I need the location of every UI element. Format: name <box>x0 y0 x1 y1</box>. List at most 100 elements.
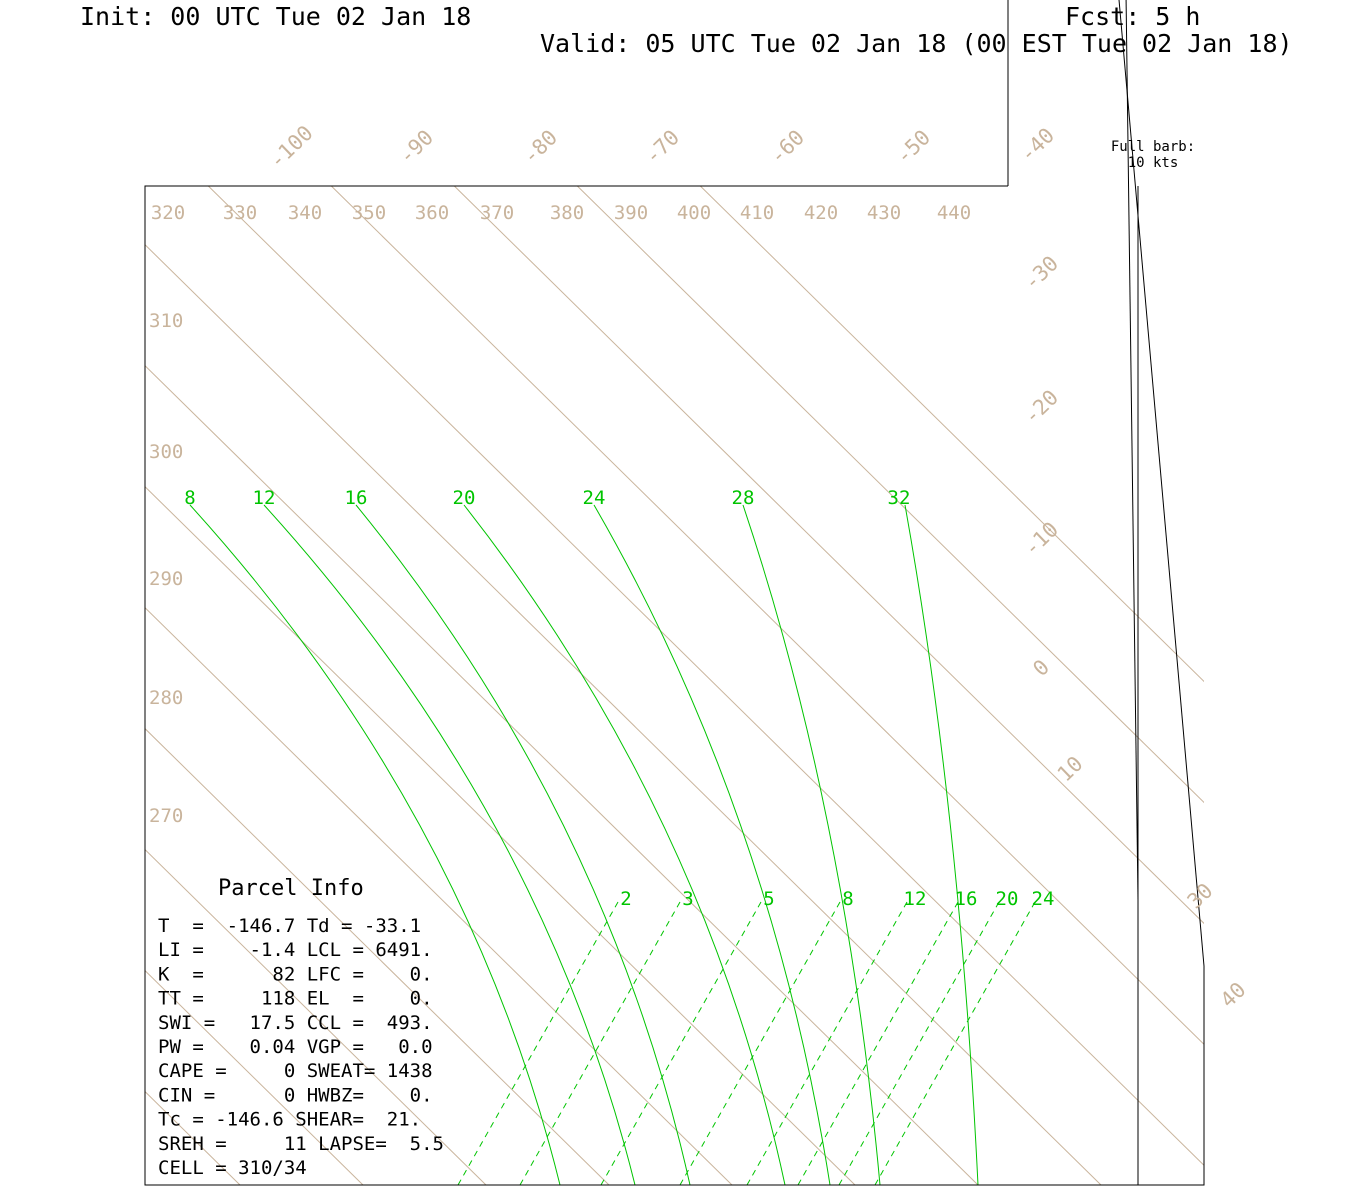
mixing-ratio-label: 16 <box>955 888 978 910</box>
mixing-ratio-line <box>679 901 841 1186</box>
theta-label: 280 <box>149 687 183 709</box>
init-time-label: Init: 00 UTC Tue 02 Jan 18 <box>80 2 471 31</box>
theta-label: 350 <box>352 202 386 224</box>
theta-label: 440 <box>937 202 971 224</box>
mixing-ratio-label: 32 <box>888 487 911 509</box>
isotherm-line <box>207 185 1204 1186</box>
isotherm-line <box>0 186 117 1185</box>
theta-label: 330 <box>223 202 257 224</box>
isotherm-label: -60 <box>765 125 809 169</box>
theta-label: 430 <box>867 202 901 224</box>
isotherm-line <box>699 185 1204 1186</box>
isotherm-line <box>145 185 610 1186</box>
axis-labels: 1001502002503004005007008509251000-100-9… <box>149 121 1251 1013</box>
isotherm-label: -90 <box>394 125 438 169</box>
mixing-ratio-label: 20 <box>996 888 1019 910</box>
theta-label: 310 <box>149 310 183 332</box>
mixing-ratio-line <box>838 901 1000 1186</box>
parcel-info-row: CELL = 310/34 <box>158 1157 307 1179</box>
mixing-ratio-label: 8 <box>842 888 853 910</box>
parcel-info-row: Tc = -146.6 SHEAR= 21. <box>158 1109 421 1131</box>
moist-adiabat-curve <box>593 504 831 1186</box>
isotherm-line <box>145 185 856 1186</box>
mixing-ratio-label: 24 <box>1032 888 1055 910</box>
parcel-info-row: CIN = 0 HWBZ= 0. <box>158 1084 433 1106</box>
theta-label: 290 <box>149 568 183 590</box>
theta-label: 420 <box>804 202 838 224</box>
frame-diagonal <box>1118 0 1205 967</box>
parcel-info-row: T = -146.7 Td = -33.1 <box>158 915 421 937</box>
isotherm-label: -30 <box>1019 251 1063 295</box>
isotherm-label: 10 <box>1053 752 1088 787</box>
theta-label: 390 <box>614 202 648 224</box>
mixing-ratio-label: 3 <box>682 888 693 910</box>
isotherm-line <box>576 185 1204 1186</box>
isotherm-line <box>145 185 487 1186</box>
forecast-hour-label: Fcst: 5 h <box>1065 2 1200 31</box>
mixing-ratio-line <box>746 901 908 1186</box>
isotherm-label: -20 <box>1019 385 1063 429</box>
diagram-frame <box>144 0 1205 1186</box>
mixing-ratio-label: 5 <box>763 888 774 910</box>
mixing-ratio-lines <box>189 504 1036 1186</box>
barb-legend-line1: Full barb: <box>1111 139 1195 155</box>
parcel-info-rows: T = -146.7 Td = -33.1LI = -1.4 LCL = 649… <box>158 915 444 1179</box>
theta-label: 400 <box>677 202 711 224</box>
parcel-info-row: TT = 118 EL = 0. <box>158 988 433 1010</box>
isotherm-label: -40 <box>1015 123 1059 167</box>
theta-label: 340 <box>288 202 322 224</box>
parcel-info-row: SWI = 17.5 CCL = 493. <box>158 1012 433 1034</box>
theta-label: 370 <box>480 202 514 224</box>
parcel-info-panel: Parcel Info T = -146.7 Td = -33.1LI = -1… <box>158 876 444 1179</box>
theta-label: 410 <box>740 202 774 224</box>
mixing-ratio-label: 2 <box>620 888 631 910</box>
frame-diagonal-2 <box>1125 0 1139 901</box>
parcel-info-row: K = 82 LFC = 0. <box>158 963 433 985</box>
parcel-info-row: PW = 0.04 VGP = 0.0 <box>158 1036 433 1058</box>
isotherm-line <box>145 185 1102 1186</box>
mixing-ratio-label: 8 <box>184 487 195 509</box>
isotherm-label: -70 <box>640 125 684 169</box>
theta-label: 320 <box>151 202 185 224</box>
parcel-info-row: SREH = 11 LAPSE= 5.5 <box>158 1133 444 1155</box>
valid-time-label: Valid: 05 UTC Tue 02 Jan 18 (00 EST Tue … <box>540 29 1293 58</box>
isotherm-label: -50 <box>891 125 935 169</box>
barb-legend-line2: 10 kts <box>1128 155 1179 171</box>
isotherm-line <box>330 185 1204 1186</box>
moist-adiabat-curve <box>742 504 881 1186</box>
isotherm-lines <box>0 185 1204 1186</box>
moist-adiabat-curve <box>463 504 786 1186</box>
mixing-ratio-label: 12 <box>253 487 276 509</box>
mixing-ratio-label: 12 <box>904 888 927 910</box>
isotherm-line <box>145 185 364 1186</box>
mixing-ratio-line <box>600 901 762 1186</box>
mixing-ratio-label: 20 <box>453 487 476 509</box>
moist-adiabat-curve <box>263 504 636 1186</box>
isotherm-label: -10 <box>1019 517 1063 561</box>
parcel-info-row: CAPE = 0 SWEAT= 1438 <box>158 1060 433 1082</box>
mixing-ratio-line <box>457 901 619 1186</box>
moist-adiabat-curve <box>355 504 691 1186</box>
mixing-ratio-label: 28 <box>732 487 755 509</box>
theta-label: 300 <box>149 441 183 463</box>
isotherm-line <box>145 185 979 1186</box>
theta-label: 360 <box>415 202 449 224</box>
mixing-ratio-label: 16 <box>345 487 368 509</box>
frame-border <box>144 185 1205 1186</box>
isotherm-label: -100 <box>265 121 318 173</box>
moist-adiabat-curve <box>189 504 561 1186</box>
theta-label: 380 <box>550 202 584 224</box>
parcel-info-row: LI = -1.4 LCL = 6491. <box>158 939 433 961</box>
isotherm-label: 0 <box>1028 655 1054 681</box>
isotherm-line <box>145 185 733 1186</box>
theta-label: 270 <box>149 805 183 827</box>
moist-adiabat-curve <box>904 504 979 1186</box>
isotherm-line <box>453 185 1204 1186</box>
isotherm-label: 40 <box>1216 978 1251 1013</box>
isotherm-label: -80 <box>518 125 562 169</box>
parcel-info-title: Parcel Info <box>218 876 364 901</box>
mixing-ratio-line <box>519 901 681 1186</box>
mixing-ratio-label: 24 <box>583 487 606 509</box>
mixing-ratio-line <box>797 901 959 1186</box>
